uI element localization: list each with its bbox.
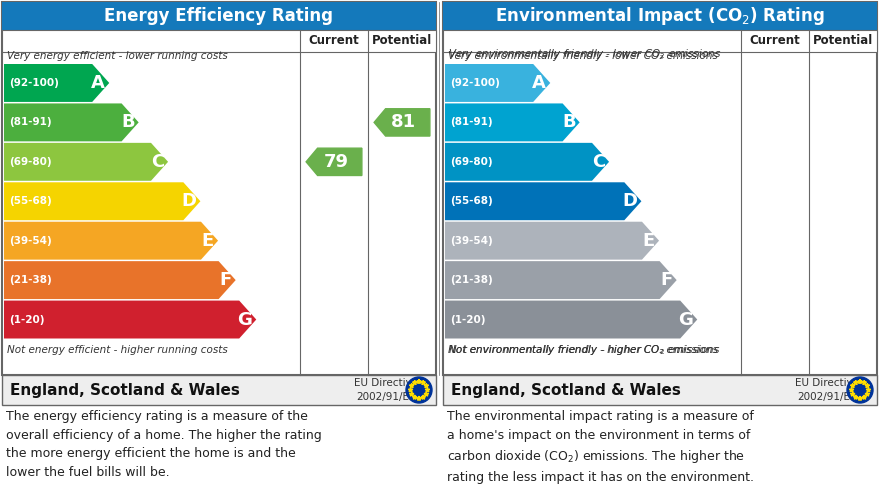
Polygon shape — [424, 392, 429, 396]
Text: Current: Current — [309, 35, 359, 47]
Text: Very environmentally friendly - lower CO₂ emissions: Very environmentally friendly - lower CO… — [448, 51, 718, 61]
Polygon shape — [374, 109, 429, 136]
Polygon shape — [4, 104, 139, 141]
Text: (1-20): (1-20) — [450, 315, 486, 324]
Text: EU Directive
2002/91/EC: EU Directive 2002/91/EC — [795, 379, 859, 402]
Text: (39-54): (39-54) — [9, 236, 52, 246]
Polygon shape — [445, 261, 677, 299]
Text: (69-80): (69-80) — [9, 157, 52, 167]
Text: 81: 81 — [392, 113, 416, 132]
Bar — [443, 2, 877, 375]
Text: (21-38): (21-38) — [450, 275, 493, 285]
Text: G: G — [238, 311, 253, 328]
Polygon shape — [4, 143, 168, 181]
Text: The environmental impact rating is a measure of
a home's impact on the environme: The environmental impact rating is a mea… — [447, 410, 754, 484]
Text: Energy Efficiency Rating: Energy Efficiency Rating — [105, 7, 334, 25]
Polygon shape — [865, 392, 869, 396]
Text: 79: 79 — [324, 153, 348, 171]
Text: B: B — [121, 113, 135, 132]
Polygon shape — [413, 380, 417, 385]
Text: E: E — [202, 232, 214, 249]
Text: A: A — [532, 74, 546, 92]
Text: Potential: Potential — [372, 35, 432, 47]
Text: England, Scotland & Wales: England, Scotland & Wales — [10, 383, 240, 397]
Polygon shape — [866, 387, 870, 392]
Text: F: F — [660, 271, 672, 289]
Bar — [2, 30, 436, 52]
Text: Very energy efficient - lower running costs: Very energy efficient - lower running co… — [7, 51, 228, 61]
Bar — [443, 375, 877, 405]
Text: (39-54): (39-54) — [450, 236, 493, 246]
Text: G: G — [678, 311, 693, 328]
Text: (92-100): (92-100) — [9, 78, 59, 88]
Text: (1-20): (1-20) — [9, 315, 45, 324]
Polygon shape — [421, 380, 425, 385]
Text: Not energy efficient - higher running costs: Not energy efficient - higher running co… — [7, 345, 228, 355]
Polygon shape — [413, 395, 417, 399]
Text: (92-100): (92-100) — [450, 78, 500, 88]
Polygon shape — [850, 392, 854, 396]
Text: Not environmentally friendly - higher CO₂ emissions: Not environmentally friendly - higher CO… — [448, 345, 718, 355]
Text: EU Directive
2002/91/EC: EU Directive 2002/91/EC — [354, 379, 418, 402]
Bar — [2, 375, 436, 405]
Polygon shape — [408, 387, 413, 392]
Polygon shape — [306, 148, 362, 176]
Text: Very environmentally friendly - lower CO$_2$ emissions: Very environmentally friendly - lower CO… — [448, 47, 722, 61]
Bar — [2, 2, 436, 30]
Polygon shape — [445, 143, 609, 181]
Polygon shape — [849, 387, 854, 392]
Text: (21-38): (21-38) — [9, 275, 52, 285]
Polygon shape — [858, 379, 862, 384]
Text: (81-91): (81-91) — [9, 117, 52, 127]
Text: F: F — [219, 271, 231, 289]
Text: (55-68): (55-68) — [9, 196, 52, 206]
Circle shape — [406, 377, 432, 403]
Polygon shape — [445, 301, 697, 339]
Polygon shape — [445, 182, 642, 220]
Text: (81-91): (81-91) — [450, 117, 493, 127]
Bar — [2, 2, 436, 375]
Text: B: B — [562, 113, 576, 132]
Polygon shape — [445, 222, 659, 260]
Text: (55-68): (55-68) — [450, 196, 493, 206]
Text: C: C — [592, 153, 605, 171]
Polygon shape — [862, 380, 867, 385]
Polygon shape — [424, 384, 429, 387]
Polygon shape — [425, 387, 429, 392]
Polygon shape — [4, 64, 109, 102]
Text: Current: Current — [750, 35, 801, 47]
Text: Not environmentally friendly - higher CO$_2$ emissions: Not environmentally friendly - higher CO… — [448, 343, 721, 357]
Polygon shape — [417, 396, 422, 400]
Text: E: E — [642, 232, 655, 249]
Polygon shape — [865, 384, 869, 387]
Polygon shape — [4, 301, 256, 339]
Polygon shape — [409, 392, 414, 396]
Polygon shape — [421, 395, 425, 399]
Text: Potential: Potential — [813, 35, 873, 47]
Polygon shape — [862, 395, 867, 399]
Text: D: D — [622, 192, 637, 210]
Polygon shape — [409, 384, 414, 387]
Polygon shape — [850, 384, 854, 387]
Text: (69-80): (69-80) — [450, 157, 493, 167]
Text: Environmental Impact (CO$_2$) Rating: Environmental Impact (CO$_2$) Rating — [495, 5, 825, 27]
Text: England, Scotland & Wales: England, Scotland & Wales — [451, 383, 681, 397]
Polygon shape — [4, 222, 218, 260]
Polygon shape — [858, 396, 862, 400]
Text: The energy efficiency rating is a measure of the
overall efficiency of a home. T: The energy efficiency rating is a measur… — [6, 410, 322, 479]
Text: D: D — [181, 192, 196, 210]
Text: A: A — [92, 74, 106, 92]
Polygon shape — [445, 104, 580, 141]
Polygon shape — [445, 64, 550, 102]
Polygon shape — [854, 380, 858, 385]
Polygon shape — [417, 379, 422, 384]
Bar — [443, 30, 877, 52]
Polygon shape — [4, 261, 236, 299]
Polygon shape — [854, 395, 858, 399]
Polygon shape — [4, 182, 201, 220]
Bar — [443, 2, 877, 30]
Text: C: C — [150, 153, 164, 171]
Circle shape — [847, 377, 873, 403]
